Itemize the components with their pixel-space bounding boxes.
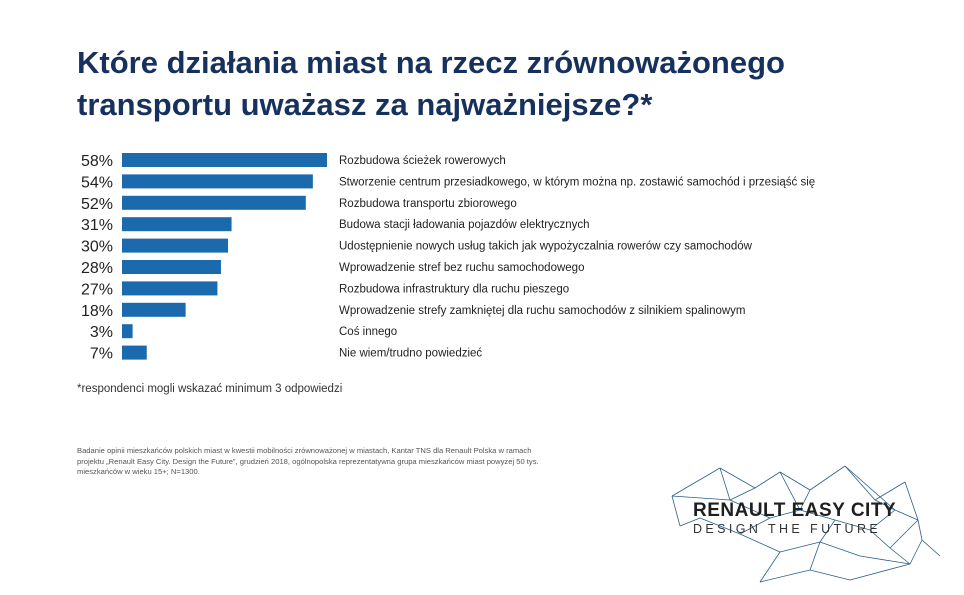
category-label: Rozbudowa infrastruktury dla ruchu piesz… bbox=[339, 283, 569, 295]
bar bbox=[122, 324, 133, 339]
category-label: Rozbudowa transportu zbiorowego bbox=[339, 198, 517, 210]
value-label: 27% bbox=[81, 281, 113, 298]
logo-tagline: DESIGN THE FUTURE bbox=[693, 522, 882, 536]
category-label: Wprowadzenie strefy zamkniętej dla ruchu… bbox=[339, 305, 746, 317]
bar bbox=[122, 302, 186, 317]
chart-title: Które działania miast na rzecz zrównoważ… bbox=[77, 45, 785, 122]
category-label: Nie wiem/trudno powiedzieć bbox=[339, 348, 482, 360]
value-label: 31% bbox=[81, 217, 113, 234]
category-label: Udostępnienie nowych usług takich jak wy… bbox=[339, 241, 753, 253]
logo-brand: RENAULT EASY CITY bbox=[693, 500, 897, 521]
renault-easy-city-logo: RENAULT EASY CITY DESIGN THE FUTURE bbox=[660, 460, 960, 590]
footnote: *respondenci mogli wskazać minimum 3 odp… bbox=[77, 383, 343, 395]
value-label: 58% bbox=[81, 153, 113, 170]
category-label: Wprowadzenie stref bez ruchu samochodowe… bbox=[339, 262, 584, 274]
category-label: Coś innego bbox=[339, 326, 397, 338]
bar bbox=[122, 217, 232, 232]
value-label: 7% bbox=[90, 346, 113, 363]
bar bbox=[122, 238, 229, 253]
bar bbox=[122, 260, 221, 274]
value-label: 30% bbox=[81, 239, 113, 256]
source-note: Badanie opinii mieszkańców polskich mias… bbox=[77, 446, 539, 476]
value-label: 54% bbox=[81, 174, 113, 191]
network-lines-icon bbox=[671, 465, 941, 583]
category-label: Budowa stacji ładowania pojazdów elektry… bbox=[339, 219, 590, 231]
bar bbox=[122, 174, 313, 189]
bar bbox=[122, 195, 306, 210]
value-label: 18% bbox=[81, 303, 113, 320]
bar bbox=[122, 153, 327, 167]
bar bbox=[122, 345, 147, 360]
bar-chart: 58% Rozbudowa ścieżek rowerowych 54% Stworz… bbox=[81, 153, 815, 363]
value-label: 3% bbox=[90, 324, 113, 341]
value-label: 52% bbox=[81, 196, 113, 213]
value-label: 28% bbox=[81, 260, 113, 277]
category-label: Stworzenie centrum przesiadkowego, w któ… bbox=[339, 176, 815, 188]
bar bbox=[122, 281, 218, 296]
category-label: Rozbudowa ścieżek rowerowych bbox=[339, 155, 506, 167]
